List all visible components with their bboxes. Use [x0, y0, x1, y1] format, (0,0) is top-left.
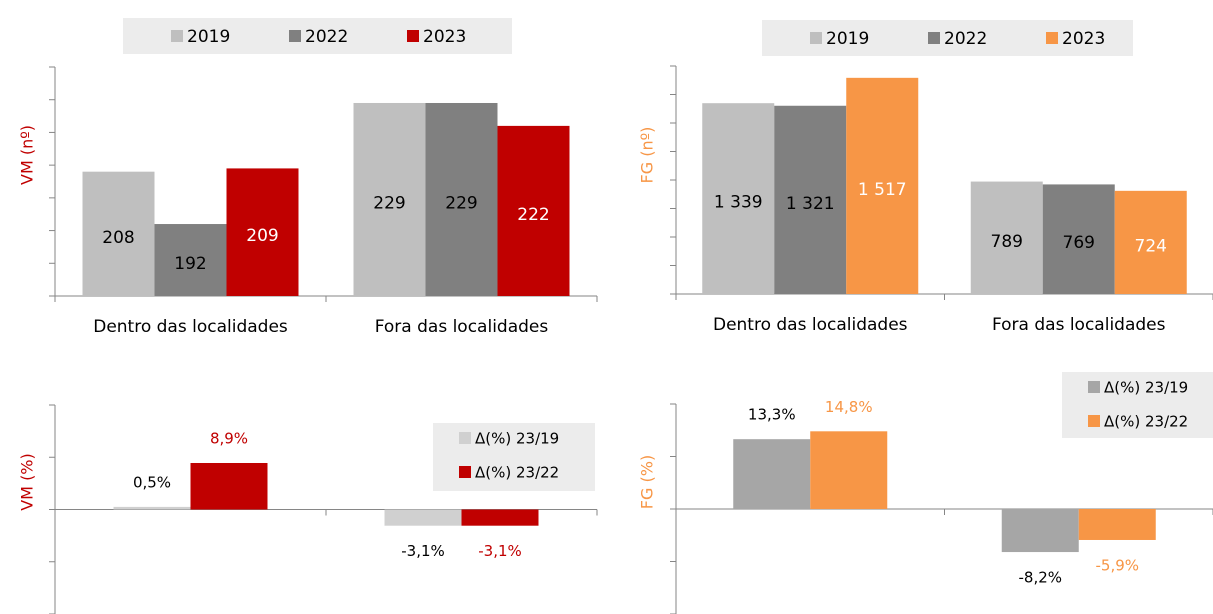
bar — [1042, 184, 1115, 294]
legend-swatch — [1088, 415, 1100, 427]
value-label: 13,3% — [748, 406, 796, 424]
legend-swatch — [171, 30, 183, 42]
value-label: 14,8% — [825, 398, 873, 416]
legend-swatch — [810, 32, 822, 44]
legend-label: 2022 — [944, 29, 987, 49]
bar — [154, 224, 227, 296]
value-label: 769 — [1063, 233, 1095, 253]
legend-label: Δ(%) 23/22 — [1104, 413, 1188, 431]
value-label: 724 — [1135, 236, 1167, 256]
value-label: -5,9% — [1095, 556, 1139, 574]
bar — [1001, 509, 1079, 553]
bar — [461, 509, 539, 526]
legend-swatch — [407, 30, 419, 42]
value-label: 789 — [991, 232, 1023, 252]
value-label: 0,5% — [133, 473, 171, 491]
legend-box — [1062, 372, 1213, 438]
bar — [1078, 509, 1156, 540]
value-label: 229 — [373, 193, 405, 213]
bar — [82, 171, 155, 296]
x-tick-label: Dentro das localidades — [713, 315, 908, 335]
bar — [425, 102, 498, 296]
bar — [190, 462, 268, 510]
y-axis-title: FG (%) — [638, 455, 657, 509]
legend-swatch — [459, 466, 471, 478]
bar — [497, 125, 570, 296]
value-label: -3,1% — [401, 542, 445, 560]
value-label: -8,2% — [1018, 569, 1062, 587]
value-label: 192 — [174, 254, 206, 274]
legend-label: 2019 — [826, 29, 869, 49]
legend-label: 2023 — [423, 27, 466, 47]
bar — [702, 103, 775, 294]
legend-label: 2019 — [187, 27, 230, 47]
legend-swatch — [1046, 32, 1058, 44]
legend-swatch — [1088, 381, 1100, 393]
y-axis-title: FG (nº) — [638, 127, 657, 184]
value-label: -3,1% — [478, 542, 522, 560]
bar — [733, 439, 811, 509]
value-label: 1 517 — [858, 180, 907, 200]
bar — [1114, 190, 1187, 294]
x-tick-label: Fora das localidades — [375, 317, 549, 337]
y-axis-title: VM (%) — [18, 453, 37, 511]
bar — [353, 102, 426, 296]
value-label: 8,9% — [210, 429, 248, 447]
legend-label: Δ(%) 23/22 — [475, 464, 559, 482]
bar — [774, 105, 847, 294]
legend-label: 2022 — [305, 27, 348, 47]
bar — [846, 77, 919, 294]
x-tick-label: Fora das localidades — [992, 315, 1166, 335]
value-label: 209 — [246, 226, 278, 246]
legend-label: 2023 — [1062, 29, 1105, 49]
legend-swatch — [289, 30, 301, 42]
y-axis-title: VM (nº) — [18, 125, 37, 185]
legend-swatch — [928, 32, 940, 44]
legend-label: Δ(%) 23/19 — [475, 430, 559, 448]
bar — [810, 431, 888, 509]
legend-box — [123, 18, 512, 54]
legend-box — [762, 20, 1133, 56]
bar — [113, 506, 191, 510]
value-label: 1 339 — [714, 193, 763, 213]
value-label: 229 — [445, 193, 477, 213]
value-label: 1 321 — [786, 194, 835, 214]
bar — [384, 509, 462, 526]
bar — [970, 181, 1043, 294]
value-label: 208 — [102, 228, 134, 248]
legend-label: Δ(%) 23/19 — [1104, 379, 1188, 397]
legend-swatch — [459, 432, 471, 444]
bar — [226, 168, 299, 296]
x-tick-label: Dentro das localidades — [93, 317, 288, 337]
value-label: 222 — [517, 205, 549, 225]
